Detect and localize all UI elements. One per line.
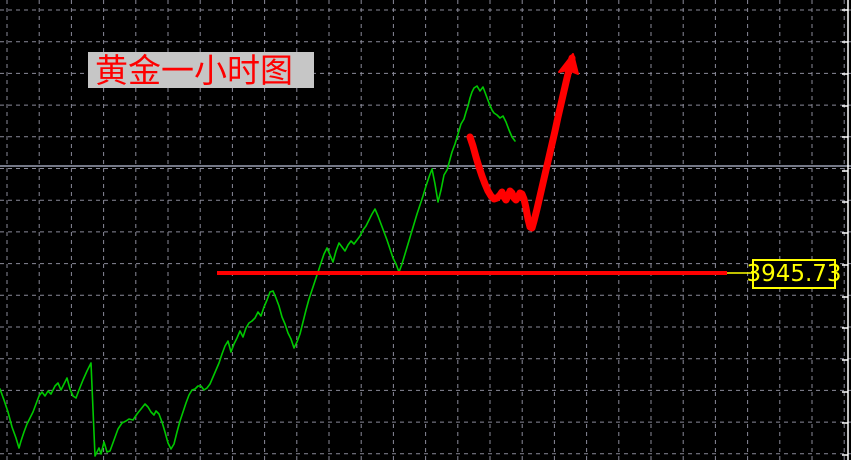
chart-title-box: 黄金一小时图: [88, 52, 314, 88]
grid-horizontal-lines: [0, 9, 851, 455]
forecast-arrow-path: [466, 54, 576, 232]
price-tag-value: 3945.73: [746, 260, 842, 287]
price-tag-badge[interactable]: 3945.73: [746, 259, 842, 289]
price-series-group: [0, 53, 752, 457]
chart-title-text: 黄金一小时图: [95, 50, 293, 90]
gold-price-history: [0, 85, 516, 457]
forecast-arrowhead: [558, 53, 579, 75]
right-price-axis: [842, 0, 849, 460]
